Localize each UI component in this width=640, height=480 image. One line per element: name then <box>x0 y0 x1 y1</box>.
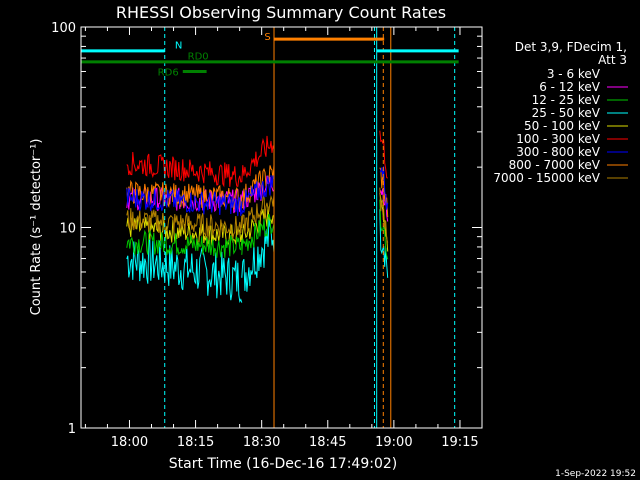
flag-bar-label: RD0 <box>188 52 209 63</box>
legend-entry-label: 300 - 800 keV <box>516 145 600 159</box>
series-trace <box>126 96 243 123</box>
series-trace <box>379 87 389 113</box>
legend-entry-label: 6 - 12 keV <box>539 80 601 94</box>
series-trace <box>241 194 275 234</box>
legend-entry-label: 3 - 6 keV <box>547 67 601 81</box>
x-tick-label: 19:00 <box>375 435 412 450</box>
series-trace <box>126 187 243 217</box>
footer-timestamp: 1-Sep-2022 19:52 <box>555 469 636 479</box>
series-trace <box>379 167 389 218</box>
legend-header: Att 3 <box>598 53 627 67</box>
flag-bar-label: RD6 <box>158 67 179 78</box>
y-axis-label: Count Rate (s⁻¹ detector⁻¹) <box>29 139 44 316</box>
series-trace <box>126 151 242 188</box>
x-axis-ticks: 18:00 18:15 18:30 18:45 19:00 19:15 <box>84 27 483 450</box>
x-tick-label: 18:15 <box>177 435 214 450</box>
series-trace <box>379 166 389 210</box>
legend-entry-label: 800 - 7000 keV <box>509 158 601 172</box>
series-trace <box>241 213 275 255</box>
data-traces <box>126 86 389 303</box>
series-trace <box>126 208 243 241</box>
series-trace <box>241 217 275 292</box>
legend-header: Det 3,9, FDecim 1, <box>515 40 627 54</box>
series-trace <box>241 86 275 121</box>
series-trace <box>126 238 243 303</box>
y-axis-ticks: 1 10 100 <box>51 21 482 437</box>
x-tick-label: 18:45 <box>309 435 346 450</box>
legend-entry-label: 7000 - 15000 keV <box>493 171 600 185</box>
x-tick-label: 19:15 <box>441 435 478 450</box>
series-trace <box>241 135 275 183</box>
y-tick-label: 1 <box>68 422 76 437</box>
y-tick-label: 10 <box>59 222 76 237</box>
legend-entry-label: 100 - 300 keV <box>516 132 600 146</box>
y-tick-label: 100 <box>51 21 76 36</box>
series-trace <box>126 228 243 258</box>
legend-entry-label: 12 - 25 keV <box>532 93 601 107</box>
series-trace <box>241 175 275 215</box>
legend-entry-label: 25 - 50 keV <box>532 106 601 120</box>
x-tick-label: 18:00 <box>111 435 148 450</box>
x-axis-label: Start Time (16-Dec-16 17:49:02) <box>169 456 397 472</box>
flag-bar-label: N <box>175 40 182 51</box>
flag-bars: N S RD0 RD6 <box>81 32 459 78</box>
flag-bar-label: S <box>264 32 270 43</box>
legend-entry-label: 50 - 100 keV <box>524 119 601 133</box>
x-tick-label: 18:30 <box>243 435 280 450</box>
chart-title: RHESSI Observing Summary Count Rates <box>116 3 446 22</box>
